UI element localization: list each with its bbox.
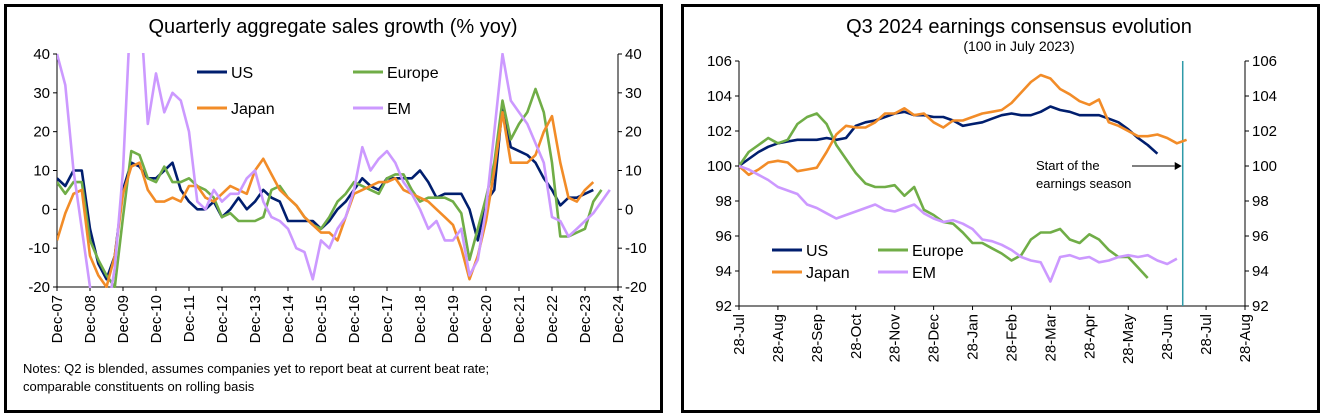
series-line-us — [739, 105, 1159, 168]
y-tick-label: -10 — [28, 240, 50, 257]
y-tick-label: 94 — [715, 263, 732, 280]
x-tick-label: 28-Nov — [887, 314, 904, 363]
legend-label: US — [231, 65, 253, 82]
series-line-em — [57, 53, 611, 288]
y-tick-label-right: 92 — [1252, 298, 1269, 315]
y-tick-label: 30 — [33, 85, 50, 102]
x-tick-label: 28-Oct — [848, 313, 865, 359]
plot-area: -20 -20 -10 -10 0 0 10 10 20 20 30 30 40 40 Dec-07 Dec-… — [28, 46, 647, 343]
y-tick-label: 92 — [715, 298, 732, 315]
series-lines — [57, 53, 611, 288]
y-tick-label: -20 — [28, 279, 50, 296]
plot-area: 92 92 94 94 96 96 98 98 100 100 102 102 104 104 106 106… — [707, 53, 1277, 364]
legend-label: EM — [912, 265, 936, 282]
x-tick-label: 28-Aug — [770, 314, 787, 362]
x-tick-label: 28-Mar — [1042, 314, 1059, 362]
y-tick-label-right: 30 — [625, 85, 642, 102]
x-tick-label: Dec-10 — [148, 295, 165, 343]
x-tick-label: Dec-18 — [412, 295, 429, 343]
legend-label: Europe — [912, 243, 964, 260]
x-tick-label: Dec-16 — [346, 295, 363, 343]
chart-panel-sales-growth: Quarterly aggregate sales growth (% yoy)… — [4, 4, 663, 413]
y-tick-label: 106 — [707, 53, 732, 70]
annotation-text: Start of the — [1036, 158, 1100, 173]
series-line-europe — [57, 87, 603, 288]
y-tick-label: 100 — [707, 158, 732, 175]
x-tick-label: Dec-21 — [511, 295, 528, 343]
legend-label: EM — [387, 101, 411, 118]
x-tick-label: 28-Jan — [965, 314, 982, 360]
chart-title: Q3 2024 earnings consensus evolution — [846, 16, 1192, 38]
chart-note: comparable constituents on rolling basis — [23, 379, 255, 394]
y-tick-label: 102 — [707, 123, 732, 140]
x-tick-label: Dec-20 — [478, 295, 495, 343]
x-tick-label: 28-Jun — [1159, 314, 1176, 360]
y-tick-label-right: 10 — [625, 163, 642, 180]
sales-growth-chart: Quarterly aggregate sales growth (% yoy)… — [23, 16, 647, 394]
y-tick-label: 40 — [33, 46, 50, 63]
legend-label: Europe — [387, 65, 439, 82]
y-tick-label-right: 0 — [625, 201, 633, 218]
chart-note: Notes: Q2 is blended, assumes companies … — [23, 361, 489, 376]
x-tick-label: 28-Jul — [1198, 314, 1215, 355]
x-tick-label: 28-Aug — [1237, 314, 1254, 362]
x-tick-label: 28-Jul — [731, 314, 748, 355]
x-tick-label: Dec-09 — [115, 295, 132, 343]
x-tick-label: 28-Sep — [809, 314, 826, 362]
series-lines — [739, 73, 1188, 283]
x-tick-label: Dec-17 — [379, 295, 396, 343]
chart-subtitle: (100 in July 2023) — [963, 38, 1074, 54]
y-tick-label: 96 — [715, 228, 732, 245]
annotation-text: earnings season — [1036, 176, 1131, 191]
x-tick-label: Dec-11 — [181, 295, 198, 342]
annotation-arrowhead — [1174, 162, 1182, 170]
x-tick-label: Dec-24 — [610, 295, 627, 343]
series-line-us — [57, 103, 594, 281]
series-line-japan — [57, 111, 595, 288]
chart-panel-earnings-consensus: Q3 2024 earnings consensus evolution (10… — [681, 4, 1320, 413]
x-tick-label: 28-May — [1120, 314, 1137, 365]
y-tick-label: 20 — [33, 124, 50, 141]
x-tick-label: Dec-13 — [247, 295, 264, 343]
y-tick-label: 0 — [42, 201, 50, 218]
series-line-em — [739, 164, 1178, 283]
y-tick-label-right: 96 — [1252, 228, 1269, 245]
legend-label: US — [806, 243, 828, 260]
x-tick-label: 28-Feb — [1003, 314, 1020, 362]
series-line-japan — [739, 73, 1188, 177]
x-tick-label: Dec-15 — [313, 295, 330, 343]
legend-label: Japan — [806, 265, 850, 282]
y-tick-label-right: 20 — [625, 124, 642, 141]
y-tick-label-right: -10 — [625, 240, 647, 257]
y-tick-label-right: 40 — [625, 46, 642, 63]
x-tick-label: 28-Apr — [1081, 314, 1098, 359]
y-tick-label-right: 94 — [1252, 263, 1269, 280]
x-tick-label: Dec-19 — [445, 295, 462, 343]
y-tick-label: 10 — [33, 163, 50, 180]
x-tick-label: Dec-08 — [82, 295, 99, 343]
chart-title: Quarterly aggregate sales growth (% yoy) — [148, 16, 517, 38]
x-tick-label: Dec-12 — [214, 295, 231, 343]
earnings-consensus-chart: Q3 2024 earnings consensus evolution (10… — [707, 16, 1277, 364]
y-tick-label-right: 106 — [1252, 53, 1277, 70]
y-tick-label: 104 — [707, 88, 732, 105]
y-tick-label-right: 100 — [1252, 158, 1277, 175]
y-tick-label-right: 98 — [1252, 193, 1269, 210]
x-tick-label: Dec-23 — [577, 295, 594, 343]
x-tick-label: Dec-22 — [544, 295, 561, 343]
y-tick-label-right: -20 — [625, 279, 647, 296]
y-tick-label: 98 — [715, 193, 732, 210]
y-tick-label-right: 104 — [1252, 88, 1277, 105]
x-tick-label: 28-Dec — [926, 314, 943, 363]
legend-label: Japan — [231, 101, 275, 118]
x-tick-label: Dec-07 — [49, 295, 66, 343]
y-tick-label-right: 102 — [1252, 123, 1277, 140]
x-tick-label: Dec-14 — [280, 295, 297, 343]
